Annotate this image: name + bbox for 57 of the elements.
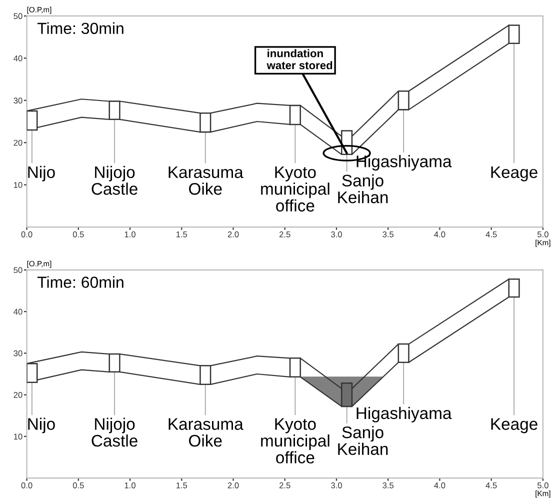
annotation: Higashiyama bbox=[356, 406, 452, 422]
y-tick-label: 20 bbox=[14, 392, 22, 398]
x-tick-label: 0.0 bbox=[21, 482, 32, 488]
annotation: Nijojo Castle bbox=[92, 418, 138, 447]
bar bbox=[398, 90, 410, 110]
x-tick-label: 5.0 bbox=[537, 482, 548, 488]
x-tick-label: 4.5 bbox=[486, 232, 497, 238]
y-tick-label: 20 bbox=[14, 140, 22, 146]
y-tick-label: 50 bbox=[14, 267, 22, 274]
x-tick-label: 2.5 bbox=[279, 482, 290, 488]
annotation: Karasuma Oike bbox=[168, 166, 244, 195]
bar bbox=[200, 112, 212, 133]
x-tick-label: 1.5 bbox=[176, 482, 188, 488]
annotation: Nijo bbox=[28, 166, 55, 182]
y-tick-label: 40 bbox=[14, 308, 22, 315]
annotation: Kyoto municipal office bbox=[261, 166, 330, 212]
x-tick-label: 4.5 bbox=[486, 482, 497, 488]
x-tick-label: 2.5 bbox=[279, 231, 290, 238]
annotation: Nijojo Castle bbox=[92, 166, 138, 195]
y-tick-label: 40 bbox=[14, 55, 22, 62]
x-tick-label: 1.0 bbox=[124, 482, 136, 488]
bar bbox=[289, 104, 301, 126]
y-tick-label: 10 bbox=[14, 182, 22, 188]
bar bbox=[108, 100, 120, 120]
x-tick-label: 0.5 bbox=[72, 482, 84, 488]
x-tick-label: 0.5 bbox=[72, 231, 84, 238]
x-tick-label: 1.0 bbox=[124, 231, 136, 238]
x-tick-label: 2.0 bbox=[228, 482, 239, 488]
annotation: Nijo bbox=[28, 418, 55, 434]
y-tick-label: 10 bbox=[14, 434, 22, 440]
chart-title: Time: 60min bbox=[37, 276, 124, 288]
bar bbox=[108, 353, 120, 373]
chart-title: Time: 30min bbox=[37, 22, 124, 34]
x-tick-label: 3.5 bbox=[382, 482, 394, 488]
annotation: Karasuma Oike bbox=[168, 418, 244, 447]
annotation: Keage bbox=[491, 166, 538, 182]
annotation: inundation water stored bbox=[266, 49, 332, 70]
x-tick-label: 5.0 bbox=[537, 231, 548, 238]
x-tick-label: 0.0 bbox=[21, 231, 32, 238]
annotation: Sanjo Keihan bbox=[338, 174, 388, 204]
annotation: Sanjo Keihan bbox=[338, 426, 388, 456]
x-tick-label: 4.0 bbox=[434, 482, 446, 488]
annotation: Kyoto municipal office bbox=[261, 418, 330, 464]
x-tick-label: 4.0 bbox=[434, 231, 446, 238]
bar bbox=[289, 358, 301, 378]
x-tick-label: 3.0 bbox=[331, 482, 342, 488]
y-tick-label: 50 bbox=[14, 13, 22, 20]
x-tick-label: 3.0 bbox=[331, 231, 342, 238]
y-tick-label: 30 bbox=[14, 98, 22, 104]
x-tick-label: 2.0 bbox=[228, 231, 239, 238]
x-tick-label: 1.5 bbox=[176, 232, 188, 238]
y-tick-label: 30 bbox=[14, 350, 22, 356]
x-tick-label: 3.5 bbox=[382, 231, 394, 238]
annotation: Keage bbox=[491, 418, 538, 434]
bar bbox=[200, 365, 212, 386]
bar bbox=[398, 343, 410, 363]
annotation: Higashiyama bbox=[356, 155, 452, 171]
